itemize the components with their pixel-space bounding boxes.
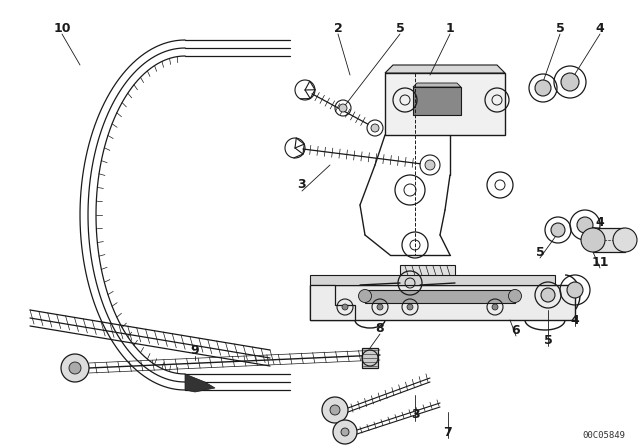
Polygon shape	[310, 285, 355, 320]
Circle shape	[561, 73, 579, 91]
Text: 3: 3	[411, 409, 419, 422]
Circle shape	[613, 228, 637, 252]
Text: 5: 5	[536, 246, 545, 258]
Polygon shape	[385, 65, 505, 73]
Polygon shape	[310, 285, 575, 320]
Text: 6: 6	[512, 323, 520, 336]
Text: 4: 4	[596, 22, 604, 34]
Text: 1: 1	[445, 22, 454, 34]
Circle shape	[330, 405, 340, 415]
Text: 3: 3	[298, 178, 307, 191]
Text: 10: 10	[53, 22, 71, 34]
Circle shape	[407, 304, 413, 310]
Text: 7: 7	[444, 426, 452, 439]
Polygon shape	[185, 374, 215, 392]
Text: 4: 4	[571, 314, 579, 327]
Text: 5: 5	[556, 22, 564, 34]
Circle shape	[358, 289, 371, 302]
Circle shape	[425, 160, 435, 170]
Text: 5: 5	[396, 22, 404, 34]
Polygon shape	[362, 348, 378, 368]
Text: 00C05849: 00C05849	[582, 431, 625, 440]
Text: 9: 9	[191, 344, 199, 357]
Polygon shape	[310, 275, 555, 285]
Circle shape	[541, 288, 555, 302]
Circle shape	[61, 354, 89, 382]
Text: 11: 11	[591, 255, 609, 268]
Text: 2: 2	[333, 22, 342, 34]
Text: 4: 4	[596, 215, 604, 228]
Polygon shape	[400, 265, 455, 283]
Circle shape	[551, 223, 565, 237]
Polygon shape	[413, 87, 461, 115]
Text: 5: 5	[543, 333, 552, 346]
Circle shape	[581, 228, 605, 252]
Circle shape	[322, 397, 348, 423]
Circle shape	[492, 304, 498, 310]
Circle shape	[371, 124, 379, 132]
Text: 8: 8	[376, 322, 384, 335]
Circle shape	[509, 289, 522, 302]
Polygon shape	[385, 73, 505, 135]
Circle shape	[567, 282, 583, 298]
Circle shape	[377, 304, 383, 310]
Circle shape	[333, 420, 357, 444]
Circle shape	[535, 80, 551, 96]
Circle shape	[342, 304, 348, 310]
Circle shape	[341, 428, 349, 436]
Polygon shape	[593, 228, 625, 252]
Polygon shape	[365, 290, 515, 303]
Circle shape	[69, 362, 81, 374]
Circle shape	[577, 217, 593, 233]
Polygon shape	[413, 83, 461, 87]
Circle shape	[339, 104, 347, 112]
